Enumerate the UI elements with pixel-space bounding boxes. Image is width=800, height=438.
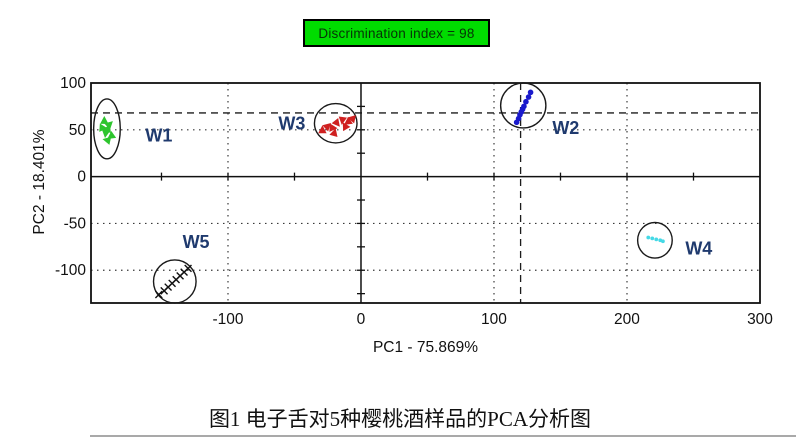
y-tick-label: -50 — [64, 215, 87, 232]
cluster-label-W3: W3 — [278, 113, 305, 133]
cluster-outline-W1 — [92, 98, 121, 160]
marker-W5 — [154, 290, 163, 299]
marker-W4 — [646, 235, 651, 240]
x-axis-title: PC1 - 75.869% — [373, 339, 478, 356]
cluster-W5: W5 — [152, 232, 210, 304]
plot-border — [90, 82, 761, 304]
x-tick-label: 300 — [747, 311, 773, 328]
marker-W2 — [521, 103, 527, 110]
cluster-W3: W3 — [278, 102, 358, 144]
discrimination-index-box: Discrimination index = 98 — [303, 19, 490, 47]
cluster-label-W1: W1 — [145, 125, 172, 145]
x-tick-label: 100 — [481, 311, 507, 328]
cluster-outline-W5 — [152, 259, 197, 304]
cluster-outline-W2 — [499, 82, 547, 129]
marker-W3 — [347, 115, 356, 124]
cluster-W2: W2 — [499, 82, 579, 138]
y-tick-label: 100 — [60, 75, 86, 92]
marker-W3 — [318, 125, 327, 134]
marker-W3 — [329, 123, 338, 132]
x-tick-label: 0 — [357, 311, 366, 328]
y-axis-title: PC2 - 18.401% — [31, 129, 48, 234]
marker-W4 — [654, 237, 659, 242]
discrimination-index-label: Discrimination index = 98 — [318, 25, 475, 41]
marker-W1 — [101, 129, 111, 139]
pca-plot: W1 W2 W3 W4 W5 -100 0 100 200 300 100 50 0 -50 -100 PC1… — [31, 75, 773, 356]
cluster-outline-W4 — [636, 221, 673, 259]
cluster-label-W5: W5 — [183, 232, 210, 252]
y-tick-label: -100 — [55, 262, 86, 279]
marker-W1 — [107, 130, 117, 139]
x-tick-label: -100 — [212, 311, 243, 328]
marker-W3 — [329, 128, 338, 138]
marker-W4 — [650, 236, 655, 241]
marker-W3 — [331, 117, 340, 127]
marker-W1 — [100, 115, 109, 124]
cluster-outline-W3 — [313, 102, 358, 144]
marker-W5 — [184, 264, 192, 273]
cluster-label-W4: W4 — [685, 239, 712, 259]
marker-W3 — [342, 122, 351, 132]
marker-W2 — [523, 98, 529, 105]
y-tick-label: 0 — [77, 169, 86, 186]
figure-caption: 图1 电子舌对5种樱桃酒样品的PCA分析图 — [208, 407, 592, 431]
cluster-W4: W4 — [636, 221, 712, 259]
x-tick-label: 200 — [614, 311, 640, 328]
marker-W1 — [99, 123, 108, 132]
cluster-W1: W1 — [92, 98, 172, 160]
marker-W4 — [661, 239, 665, 244]
bottom-rule — [90, 435, 796, 437]
marker-W3 — [344, 116, 353, 125]
y-tick-label: 50 — [69, 122, 87, 139]
marker-W2 — [525, 94, 532, 100]
marker-W3 — [338, 116, 348, 125]
marker-W3 — [322, 122, 332, 132]
cluster-label-W2: W2 — [552, 118, 579, 138]
marker-W1 — [102, 136, 112, 145]
marker-W2 — [527, 89, 534, 96]
